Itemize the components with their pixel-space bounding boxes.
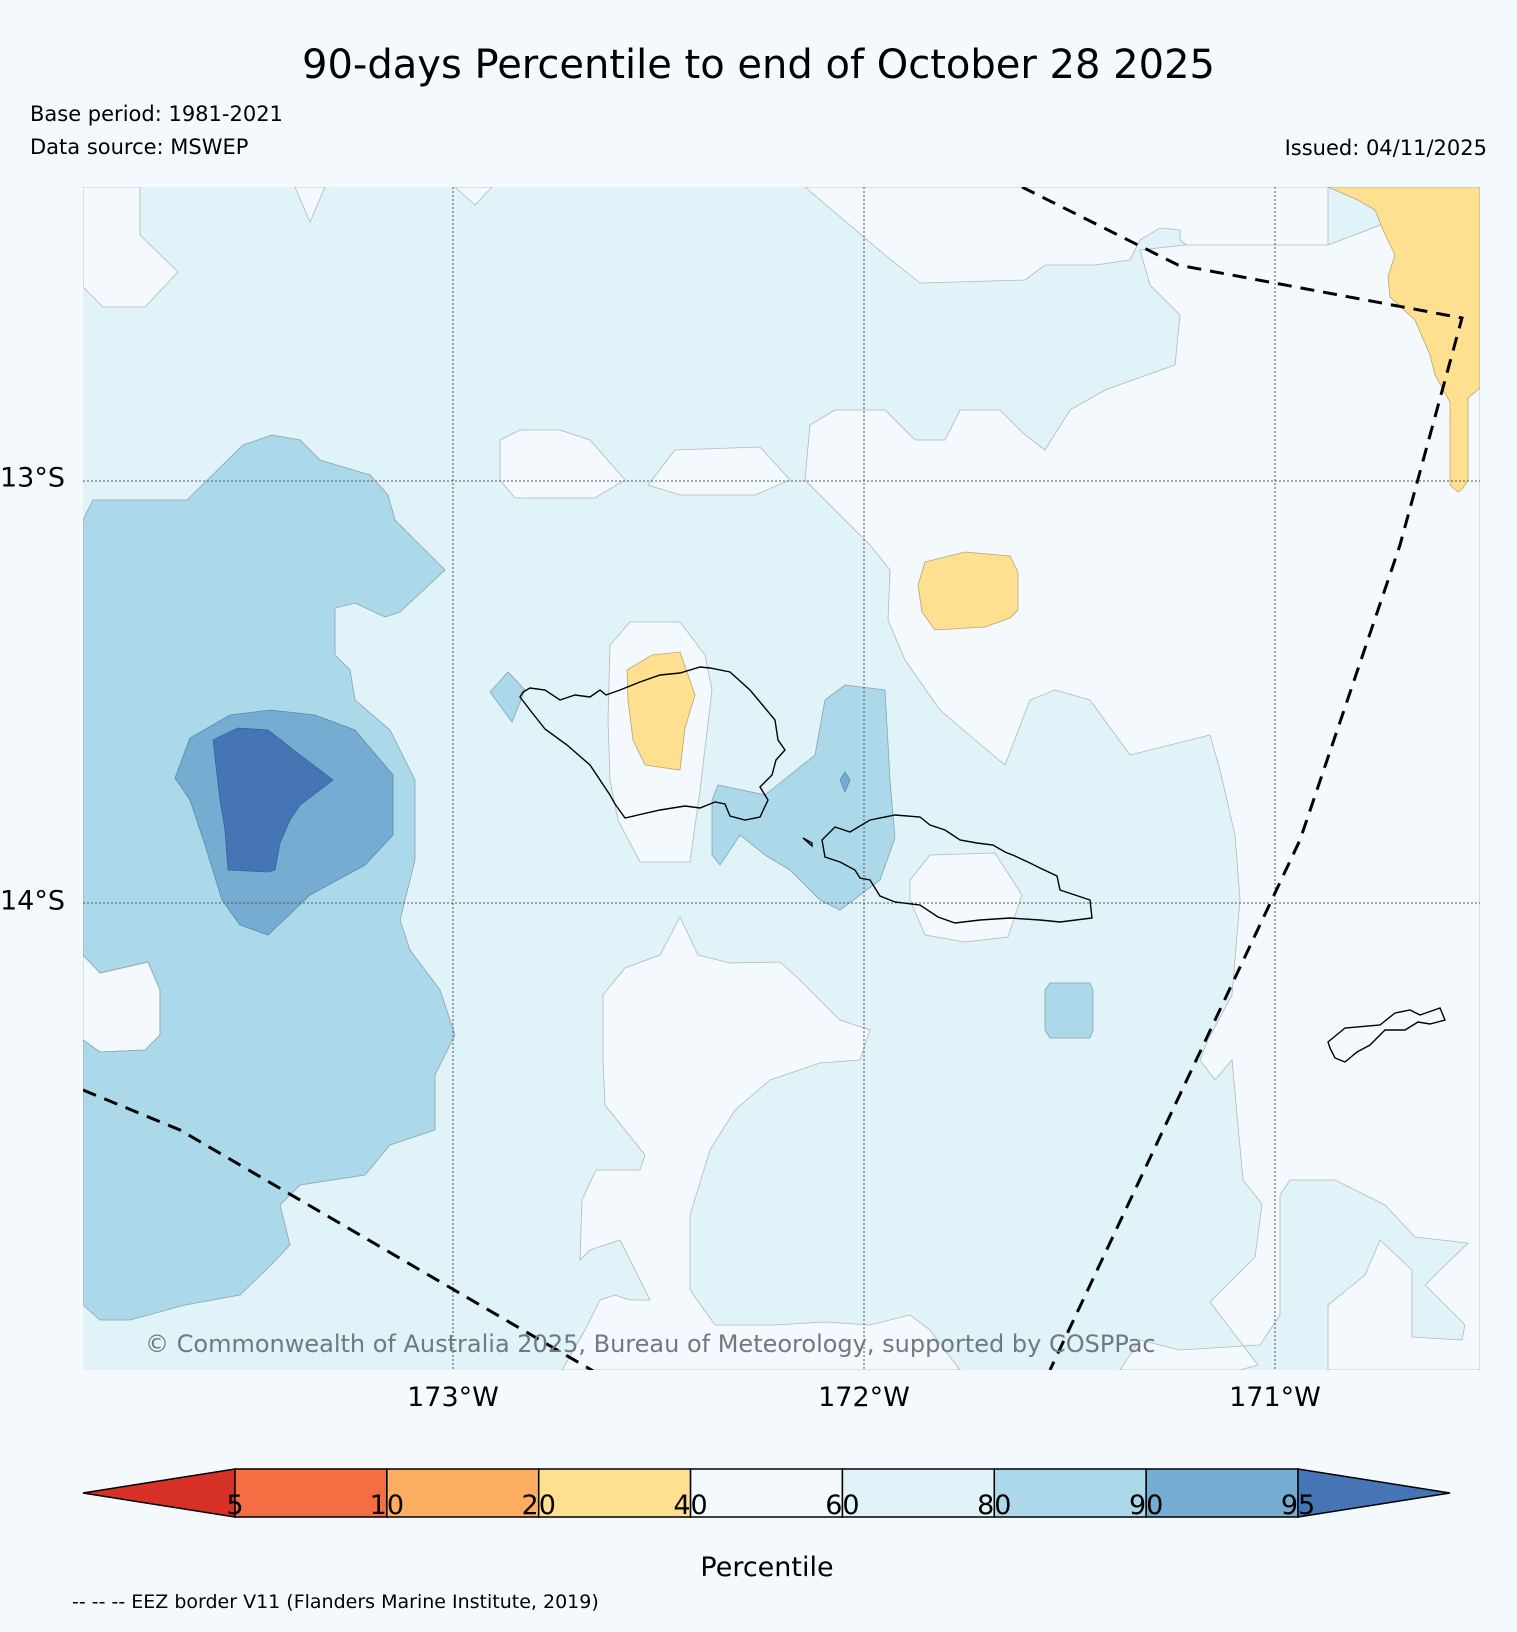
colorbar-segment bbox=[386, 1468, 540, 1518]
lon-tick-171w: 171°W bbox=[1229, 1382, 1321, 1413]
percentile-zone-above-95 bbox=[212, 727, 334, 873]
colorbar-segment bbox=[841, 1468, 996, 1518]
percentile-zone-80-90 bbox=[1044, 982, 1094, 1039]
colorbar-segment bbox=[234, 1468, 388, 1518]
colorbar-tick-label: 60 bbox=[825, 1490, 860, 1521]
coastline-savaii bbox=[821, 814, 1093, 924]
colorbar-tick-label: 5 bbox=[226, 1490, 244, 1521]
coastline-upolu bbox=[519, 666, 786, 821]
eez-border-north bbox=[1021, 187, 1464, 1370]
colorbar-tick-label: 90 bbox=[1128, 1490, 1164, 1521]
eez-legend-note: -- -- -- EEZ border V11 (Flanders Marine… bbox=[72, 1591, 599, 1613]
colorbar-title: Percentile bbox=[700, 1552, 834, 1583]
lat-tick-13s: 13°S bbox=[0, 462, 65, 494]
colorbar-extend-low bbox=[82, 1468, 236, 1518]
colorbar-tick-label: 95 bbox=[1280, 1490, 1316, 1521]
percentile-zone-40-60 bbox=[561, 916, 961, 1370]
map-title: 90-days Percentile to end of October 28 … bbox=[302, 42, 1215, 88]
percentile-zone-80-90 bbox=[489, 671, 526, 723]
colorbar-tick-label: 40 bbox=[673, 1490, 708, 1521]
lon-tick-173w: 173°W bbox=[407, 1382, 499, 1413]
coastline-tutuila bbox=[1327, 1007, 1446, 1063]
percentile-zone-90-95 bbox=[839, 771, 851, 794]
colorbar-tick-label: 20 bbox=[521, 1490, 556, 1521]
percentile-zone-20-40 bbox=[1327, 187, 1480, 493]
percentile-zone-40-60 bbox=[294, 187, 326, 224]
coastline-islet bbox=[802, 837, 813, 848]
percentile-zone-40-60 bbox=[804, 187, 1480, 1370]
colorbar-tick-label: 80 bbox=[977, 1490, 1012, 1521]
data-source-text: Data source: MSWEP bbox=[30, 135, 249, 159]
colorbar-segment bbox=[1145, 1468, 1299, 1518]
percentile-zone-80-90 bbox=[711, 684, 896, 911]
percentile-zone-40-60 bbox=[454, 187, 493, 206]
colorbar-segment bbox=[689, 1468, 844, 1518]
colorbar-tick-label: 10 bbox=[369, 1490, 405, 1521]
lon-tick-172w: 172°W bbox=[818, 1382, 910, 1413]
colorbar-segment bbox=[993, 1468, 1147, 1518]
copyright-text: © Commonwealth of Australia 2025, Bureau… bbox=[145, 1330, 1156, 1358]
lat-tick-14s: 14°S bbox=[0, 885, 65, 917]
colorbar-extend-high bbox=[1297, 1468, 1451, 1518]
percentile-zone-20-40 bbox=[917, 551, 1019, 631]
eez-border-southwest bbox=[83, 1088, 595, 1370]
colorbar-segment bbox=[537, 1468, 692, 1518]
base-period-text: Base period: 1981-2021 bbox=[30, 102, 283, 126]
issued-date-text: Issued: 04/11/2025 bbox=[1284, 136, 1487, 160]
percentile-zone-20-40 bbox=[626, 651, 696, 771]
percentile-zone-40-60 bbox=[647, 446, 791, 496]
percentile-zone-40-60 bbox=[83, 187, 179, 308]
